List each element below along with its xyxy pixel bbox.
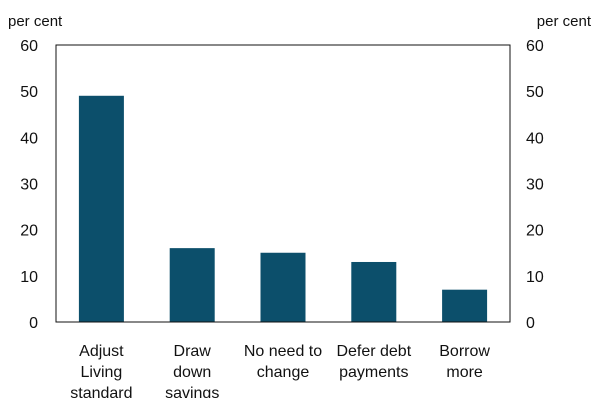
left-axis-ticks: 0 10 20 30 40 50 60: [20, 38, 38, 332]
category-labels: Adjust Living standard Draw down savings No ne…: [70, 343, 490, 398]
right-axis-unit: per cent: [537, 13, 592, 30]
bar: [442, 289, 488, 322]
right-tick-label: 30: [526, 177, 544, 194]
right-tick-label: 60: [526, 38, 544, 55]
bar: [169, 248, 215, 322]
bar: [78, 95, 124, 323]
left-tick-label: 0: [29, 315, 38, 332]
right-tick-label: 10: [526, 269, 544, 286]
left-tick-label: 20: [20, 223, 38, 240]
left-axis-unit: per cent: [8, 13, 63, 30]
right-tick-label: 0: [526, 315, 535, 332]
left-tick-label: 40: [20, 130, 38, 147]
category-label: Borrow more: [439, 343, 490, 381]
right-tick-label: 20: [526, 223, 544, 240]
left-tick-label: 60: [20, 38, 38, 55]
category-label: Draw down savings: [165, 343, 219, 398]
category-label: Adjust Living standard: [70, 343, 132, 398]
bar: [351, 261, 397, 322]
right-tick-label: 50: [526, 84, 544, 101]
category-label: No need to change: [244, 343, 322, 381]
bar: [260, 252, 306, 322]
left-tick-label: 10: [20, 269, 38, 286]
right-axis-ticks: 0 10 20 30 40 50 60: [526, 38, 544, 332]
left-tick-label: 30: [20, 177, 38, 194]
plot-frame: [55, 44, 511, 323]
bars: [78, 95, 488, 323]
left-tick-label: 50: [20, 84, 38, 101]
category-label: Defer debt payments: [336, 343, 411, 381]
right-tick-label: 40: [526, 130, 544, 147]
